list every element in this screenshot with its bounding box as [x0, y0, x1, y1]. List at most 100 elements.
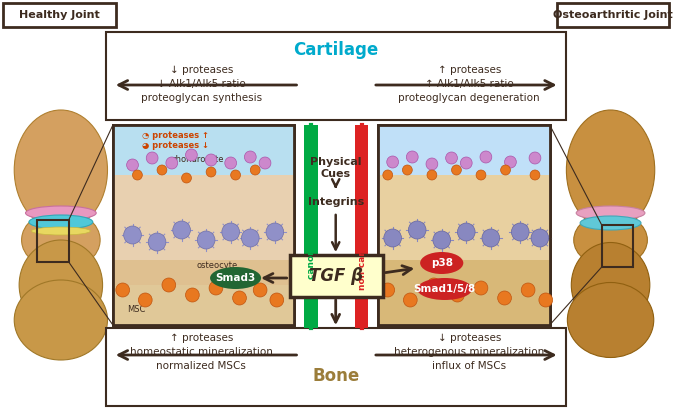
- Ellipse shape: [32, 227, 90, 235]
- Bar: [106, 328, 566, 406]
- Text: ↑ proteases
homeostatic mineralization
normalized MSCs: ↑ proteases homeostatic mineralization n…: [129, 333, 273, 371]
- Circle shape: [266, 223, 284, 241]
- Bar: [113, 125, 295, 325]
- Bar: [37, 220, 68, 262]
- Circle shape: [225, 157, 236, 169]
- Circle shape: [206, 167, 216, 177]
- Text: Osteoarthritic Joint: Osteoarthritic Joint: [553, 10, 673, 20]
- Circle shape: [124, 226, 141, 244]
- Circle shape: [132, 170, 142, 180]
- Text: MSC: MSC: [127, 305, 146, 314]
- Ellipse shape: [571, 242, 650, 328]
- Text: Healthy Joint: Healthy Joint: [18, 10, 99, 20]
- Text: Cartilage: Cartilage: [293, 41, 378, 59]
- Circle shape: [427, 278, 440, 292]
- Circle shape: [148, 233, 166, 251]
- Ellipse shape: [576, 206, 645, 220]
- Text: Smad1/5/8: Smad1/5/8: [414, 284, 476, 294]
- Circle shape: [253, 283, 267, 297]
- Circle shape: [482, 229, 499, 247]
- Circle shape: [530, 170, 540, 180]
- Circle shape: [242, 229, 259, 247]
- Circle shape: [259, 157, 271, 169]
- Ellipse shape: [567, 282, 653, 358]
- Ellipse shape: [19, 240, 103, 330]
- Circle shape: [222, 223, 240, 241]
- Circle shape: [186, 149, 197, 161]
- Circle shape: [408, 221, 426, 239]
- Text: ↓ proteases
↓ Alk1/Alk5 ratio
proteoglycan synthesis: ↓ proteases ↓ Alk1/Alk5 ratio proteoglyc…: [140, 65, 262, 103]
- Circle shape: [209, 281, 223, 295]
- Circle shape: [451, 165, 462, 175]
- Circle shape: [531, 229, 549, 247]
- Circle shape: [427, 170, 437, 180]
- Text: ↓ proteases
heterogenous mineralization
influx of MSCs: ↓ proteases heterogenous mineralization …: [394, 333, 545, 371]
- Text: canonical signaling: canonical signaling: [307, 181, 316, 279]
- Circle shape: [476, 170, 486, 180]
- Circle shape: [498, 291, 512, 305]
- Circle shape: [480, 151, 492, 163]
- Circle shape: [521, 283, 535, 297]
- Circle shape: [250, 165, 260, 175]
- Text: Smad3: Smad3: [216, 273, 256, 283]
- Ellipse shape: [14, 110, 108, 230]
- Circle shape: [147, 152, 158, 164]
- Bar: [113, 125, 295, 175]
- Circle shape: [539, 293, 553, 307]
- Circle shape: [182, 173, 191, 183]
- Circle shape: [138, 293, 152, 307]
- Text: ↑ proteases
↑ Alk1/Alk5 ratio
proteoglycan degeneration: ↑ proteases ↑ Alk1/Alk5 ratio proteoglyc…: [399, 65, 540, 103]
- Circle shape: [451, 288, 464, 302]
- Circle shape: [433, 231, 451, 249]
- Text: ◕ proteases ↓: ◕ proteases ↓: [142, 141, 210, 150]
- Bar: [113, 195, 295, 325]
- Text: Physical
Cues: Physical Cues: [310, 157, 362, 179]
- Text: TGF β: TGF β: [309, 267, 363, 285]
- Text: p38: p38: [431, 258, 453, 268]
- Circle shape: [186, 288, 199, 302]
- Circle shape: [512, 223, 529, 241]
- Circle shape: [406, 151, 418, 163]
- Circle shape: [505, 156, 516, 168]
- Text: Integrins: Integrins: [308, 197, 364, 207]
- Circle shape: [384, 229, 401, 247]
- Ellipse shape: [25, 206, 96, 220]
- Circle shape: [245, 151, 256, 163]
- Ellipse shape: [566, 110, 655, 230]
- Ellipse shape: [14, 280, 108, 360]
- Bar: [106, 32, 566, 120]
- Circle shape: [403, 165, 412, 175]
- Circle shape: [231, 170, 240, 180]
- Circle shape: [474, 281, 488, 295]
- Circle shape: [116, 283, 129, 297]
- Bar: [378, 175, 549, 260]
- Bar: [378, 125, 549, 325]
- Bar: [290, 255, 383, 297]
- Text: osteocyte: osteocyte: [197, 261, 238, 270]
- Circle shape: [166, 157, 177, 169]
- Text: non-canonical signaling: non-canonical signaling: [358, 169, 366, 291]
- Ellipse shape: [580, 216, 641, 230]
- Circle shape: [127, 159, 138, 171]
- Bar: [113, 125, 295, 325]
- Circle shape: [446, 152, 458, 164]
- Circle shape: [529, 152, 541, 164]
- Circle shape: [383, 170, 393, 180]
- Text: chondrocyte: chondrocyte: [172, 155, 224, 164]
- Ellipse shape: [210, 267, 261, 289]
- Circle shape: [157, 165, 167, 175]
- Circle shape: [387, 156, 399, 168]
- Bar: [356, 125, 368, 328]
- Bar: [113, 285, 295, 325]
- Ellipse shape: [417, 278, 472, 300]
- Bar: [557, 3, 669, 27]
- Circle shape: [233, 291, 247, 305]
- Circle shape: [205, 154, 217, 166]
- Circle shape: [381, 283, 395, 297]
- Text: ◔ proteases ↑: ◔ proteases ↑: [142, 131, 210, 139]
- Ellipse shape: [420, 252, 463, 274]
- Circle shape: [458, 223, 475, 241]
- Bar: [378, 125, 549, 325]
- Circle shape: [403, 293, 417, 307]
- Bar: [378, 125, 549, 175]
